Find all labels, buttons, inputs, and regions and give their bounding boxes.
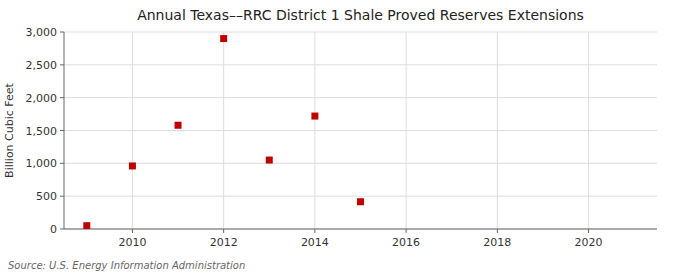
- point: [175, 122, 182, 129]
- y-tick: [60, 163, 64, 164]
- x-tick: [314, 229, 315, 233]
- x-grid-line: [406, 32, 407, 229]
- y-grid-line: [64, 97, 657, 98]
- points: [83, 35, 364, 229]
- background: [0, 0, 675, 275]
- point: [129, 162, 136, 169]
- y-tick: [60, 196, 64, 197]
- y-grid-line: [64, 64, 657, 65]
- chart-title: Annual Texas––RRC District 1 Shale Prove…: [137, 7, 584, 23]
- axes: 0 500 1,000 1,500 2,000 2,500 3,000 2010 2012 201…: [26, 26, 658, 249]
- y-grid-line: [64, 196, 657, 197]
- chart-svg: 0 500 1,000 1,500 2,000 2,500 3,000 2010 2012 201…: [0, 0, 675, 275]
- y-tick-label: 3,000: [26, 26, 58, 39]
- point: [266, 157, 273, 164]
- chart-container: 0 500 1,000 1,500 2,000 2,500 3,000 2010 2012 201…: [0, 0, 675, 275]
- y-tick-label: 2,000: [26, 92, 58, 105]
- source-note: Source: U.S. Energy Information Administ…: [8, 260, 245, 271]
- x-grid-line: [588, 32, 589, 229]
- y-grid-line: [64, 229, 657, 230]
- point: [357, 198, 364, 205]
- x-tick: [588, 229, 589, 233]
- x-tick-label: 2016: [392, 236, 420, 249]
- y-tick-label: 0: [50, 223, 57, 236]
- x-tick-label: 2010: [118, 236, 146, 249]
- x-tick: [223, 229, 224, 233]
- x-tick-label: 2012: [210, 236, 238, 249]
- y-tick-label: 2,500: [26, 59, 58, 72]
- point: [83, 222, 90, 229]
- y-grid-line: [64, 32, 657, 33]
- x-tick-label: 2020: [575, 236, 603, 249]
- x-axis-line: [64, 229, 657, 230]
- y-tick: [60, 64, 64, 65]
- y-tick: [60, 130, 64, 131]
- y-tick: [60, 32, 64, 33]
- x-grid-line: [223, 32, 224, 229]
- y-grid-line: [64, 130, 657, 131]
- y-tick-label: 500: [36, 190, 57, 203]
- y-grid-line: [64, 163, 657, 164]
- x-tick: [497, 229, 498, 233]
- x-tick: [406, 229, 407, 233]
- x-tick-label: 2018: [483, 236, 511, 249]
- grid: [64, 32, 657, 229]
- x-tick-label: 2014: [301, 236, 329, 249]
- point: [220, 35, 227, 42]
- y-axis-label: Billion Cubic Feet: [3, 82, 16, 177]
- x-grid-line: [497, 32, 498, 229]
- x-tick: [132, 229, 133, 233]
- x-grid-line: [132, 32, 133, 229]
- y-tick-label: 1,500: [26, 125, 58, 138]
- point: [311, 113, 318, 120]
- x-grid-line: [314, 32, 315, 229]
- y-tick-label: 1,000: [26, 157, 58, 170]
- y-tick: [60, 97, 64, 98]
- y-tick: [60, 229, 64, 230]
